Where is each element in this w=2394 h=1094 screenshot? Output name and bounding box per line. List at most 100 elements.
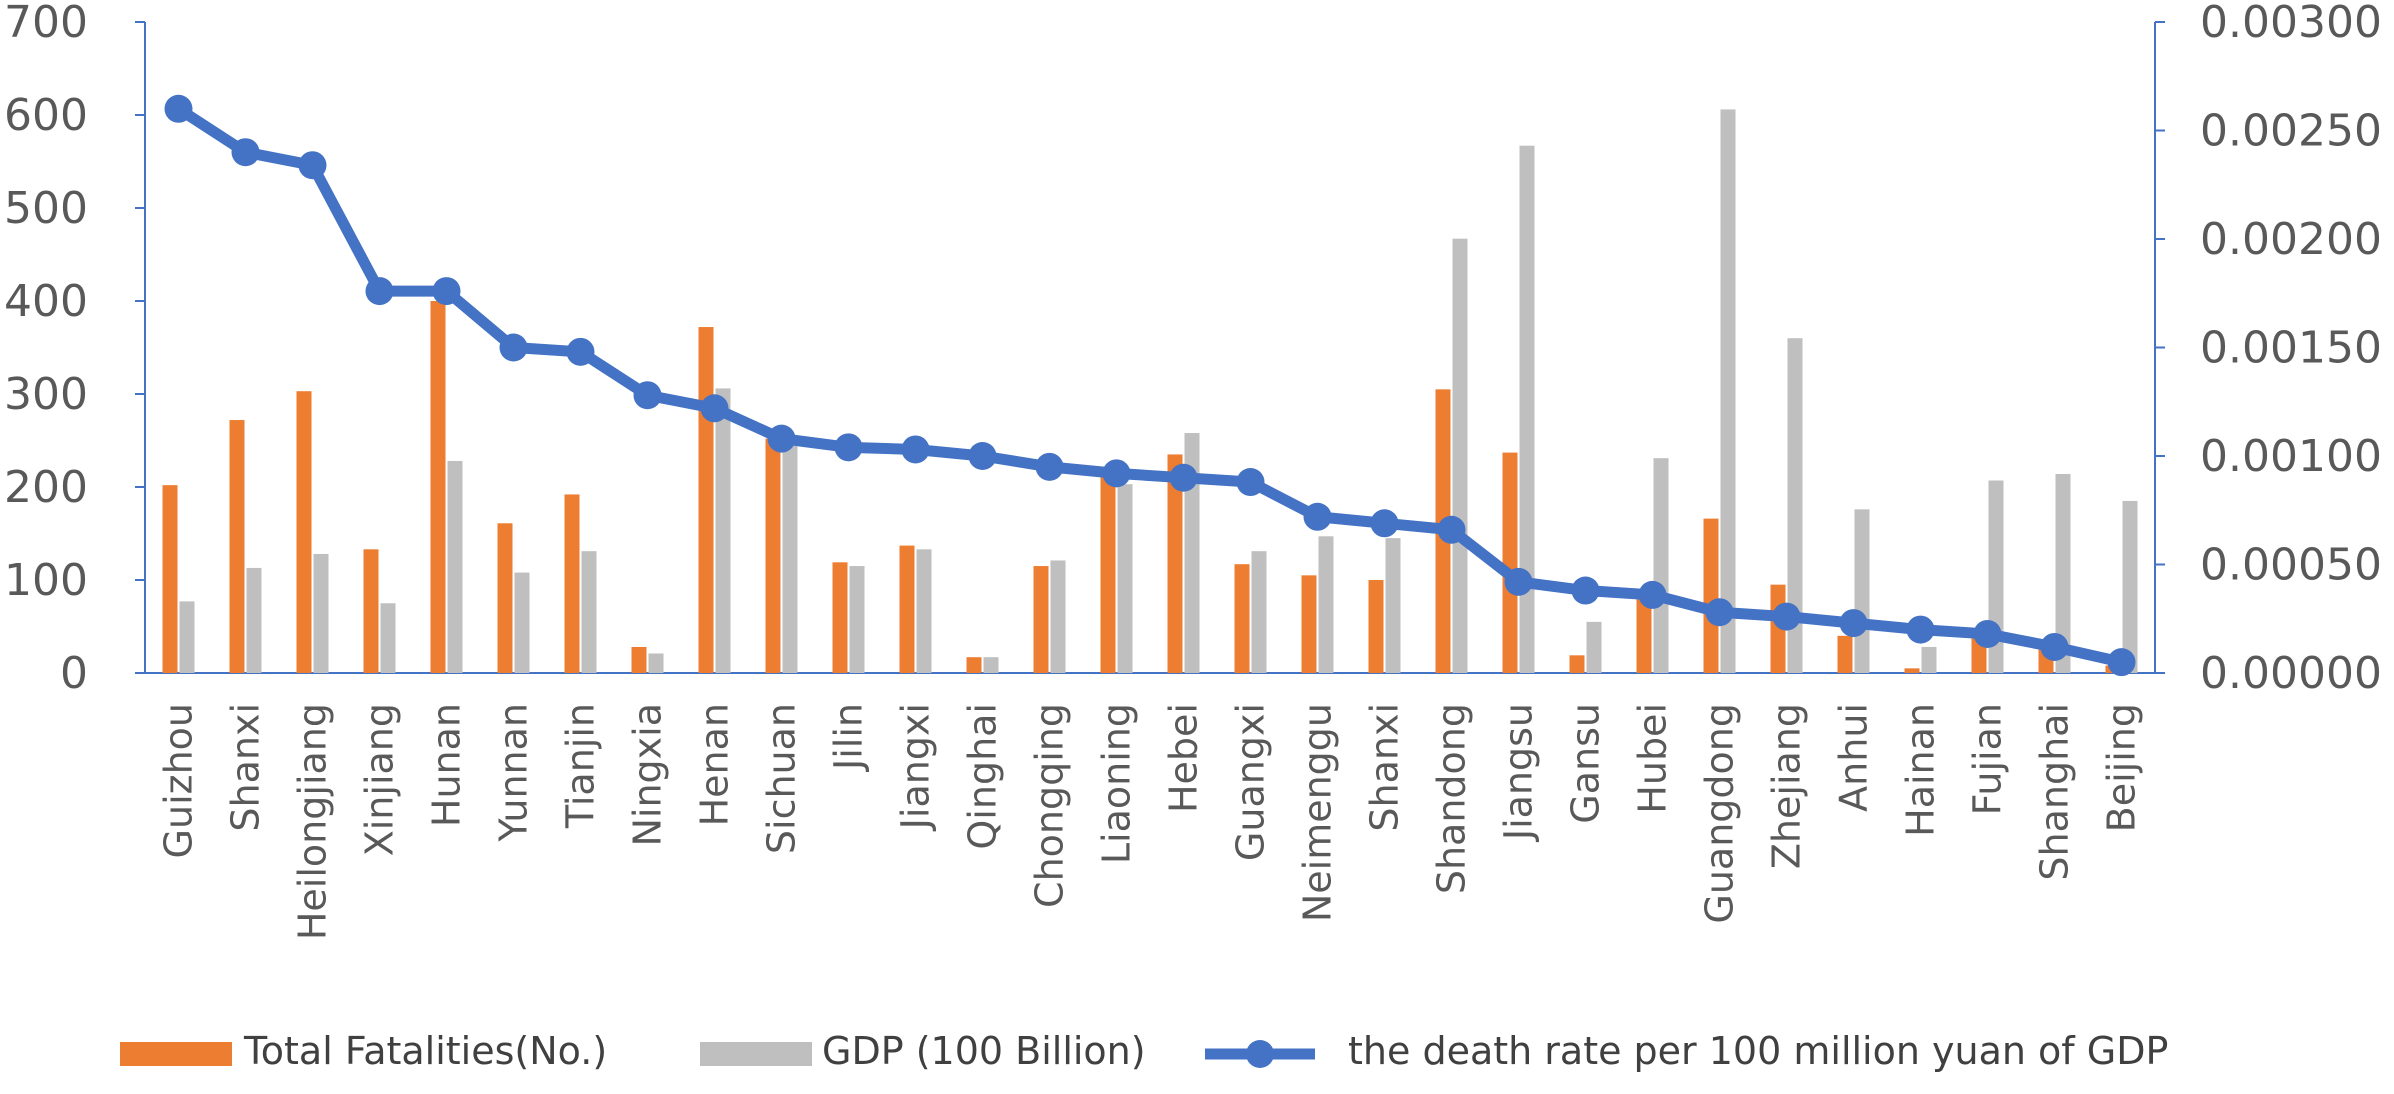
category-label: Jilin (827, 703, 871, 772)
gdp-bar (514, 572, 530, 673)
death-rate-point (1906, 615, 1935, 644)
category-label: Jiangsu (1497, 703, 1541, 842)
fatalities-bar (497, 523, 513, 673)
left-tick-label: 200 (4, 462, 88, 513)
gdp-bar (2122, 500, 2138, 673)
legend-rate-marker (1246, 1040, 1274, 1068)
left-tick-label: 100 (4, 555, 88, 606)
death-rate-point (700, 394, 729, 423)
fatalities-bar (1301, 575, 1317, 673)
right-tick-label: 0.00200 (2200, 214, 2382, 265)
death-rate-point (432, 277, 461, 306)
category-label: Shandong (1430, 703, 1474, 894)
gdp-bar (1050, 560, 1066, 673)
fatalities-bar (1636, 591, 1652, 673)
fatalities-bar (698, 327, 714, 673)
category-label: Hubei (1631, 703, 1675, 814)
gdp-bar (1318, 536, 1334, 673)
fatalities-bar (765, 438, 781, 673)
gdp-bar (2055, 473, 2071, 673)
gdp-bar (313, 553, 329, 673)
gdp-bar (1452, 238, 1468, 673)
gdp-bar (1117, 484, 1133, 673)
gdp-bar (581, 551, 597, 673)
category-label: Shanxi (224, 703, 268, 832)
gdp-bar (179, 601, 195, 673)
left-tick-label: 0 (60, 648, 88, 699)
death-rate-point (1504, 567, 1533, 596)
category-label: Shanxi (1363, 703, 1407, 832)
legend: Total Fatalities(No.) GDP (100 Billion) th… (120, 1029, 2168, 1073)
left-tick-label: 600 (4, 90, 88, 141)
gdp-bar (983, 657, 999, 673)
fatalities-bar (1368, 580, 1384, 673)
death-rate-point (499, 333, 528, 362)
gdp-bar (1854, 509, 1870, 673)
category-label: Liaoning (1095, 703, 1139, 864)
left-tick-label: 700 (4, 0, 88, 48)
fatalities-bar (1703, 518, 1719, 673)
gdp-bar (715, 388, 731, 673)
right-tick-label: 0.00300 (2200, 0, 2382, 48)
legend-fatalities-label: Total Fatalities(No.) (243, 1029, 607, 1073)
right-tick-label: 0.00050 (2200, 540, 2382, 591)
death-rate-point (231, 138, 260, 167)
fatalities-bar (162, 485, 178, 673)
death-rate-point (633, 381, 662, 410)
fatalities-bar (1502, 452, 1518, 673)
fatalities-bar (564, 494, 580, 673)
category-label: Hunan (425, 703, 469, 827)
fatalities-bar (363, 549, 379, 673)
death-rate-point (1437, 515, 1466, 544)
left-tick-label: 300 (4, 369, 88, 420)
gdp-bar (447, 460, 463, 673)
fatalities-bar (1837, 635, 1853, 673)
category-label: Guangdong (1698, 703, 1742, 924)
gdp-bar (1720, 109, 1736, 674)
death-rate-point (1973, 619, 2002, 648)
death-rate-point (834, 433, 863, 462)
death-rate-point (1638, 580, 1667, 609)
gdp-bar (1653, 458, 1669, 673)
category-label: Qinghai (961, 703, 1005, 850)
category-label: Yunnan (492, 703, 536, 842)
right-tick-label: 0.00250 (2200, 106, 2382, 157)
death-rate-polyline (173, 103, 2127, 668)
fatalities-bar (631, 646, 647, 673)
death-rate-point (1102, 459, 1131, 488)
death-rate-point (968, 442, 997, 470)
chart-axes: 0 100 200 300 400 500 600 700 0.00000 0.00050 0.00… (4, 0, 2382, 699)
fatalities-bar (899, 545, 915, 673)
category-label: Shanghai (2033, 703, 2077, 881)
death-rate-line (164, 94, 2136, 677)
gdp-bar (1251, 551, 1267, 673)
death-rate-point (365, 277, 394, 306)
legend-rate-label: the death rate per 100 million yuan of G… (1348, 1029, 2168, 1073)
gdp-bar (1184, 433, 1200, 673)
death-rate-point (1035, 452, 1064, 481)
fatalities-bar (1234, 564, 1250, 673)
category-label: Jiangxi (894, 703, 938, 831)
category-label: Xinjiang (358, 703, 402, 856)
category-label: Guangxi (1229, 703, 1273, 861)
death-rate-point (1839, 609, 1868, 638)
death-rate-point (1236, 468, 1265, 497)
gdp-bar (849, 566, 865, 673)
gdp-bar (916, 549, 932, 673)
category-label: Guizhou (157, 703, 201, 858)
category-label: Tianjin (559, 703, 603, 829)
gdp-bar (380, 603, 396, 673)
death-rate-point (1772, 602, 1801, 631)
right-tick-label: 0.00150 (2200, 323, 2382, 374)
right-tick-label: 0.00100 (2200, 431, 2382, 482)
death-rate-point (901, 435, 930, 464)
gdp-bar (1519, 145, 1535, 673)
category-label: Zhejiang (1765, 703, 1809, 869)
death-rate-point (298, 151, 327, 180)
category-label: Chongqing (1028, 703, 1072, 908)
death-rate-point (2040, 632, 2069, 661)
chart-bars (162, 109, 2138, 674)
category-label: Heilongjiang (291, 703, 335, 940)
category-label: Fujian (1966, 703, 2010, 815)
